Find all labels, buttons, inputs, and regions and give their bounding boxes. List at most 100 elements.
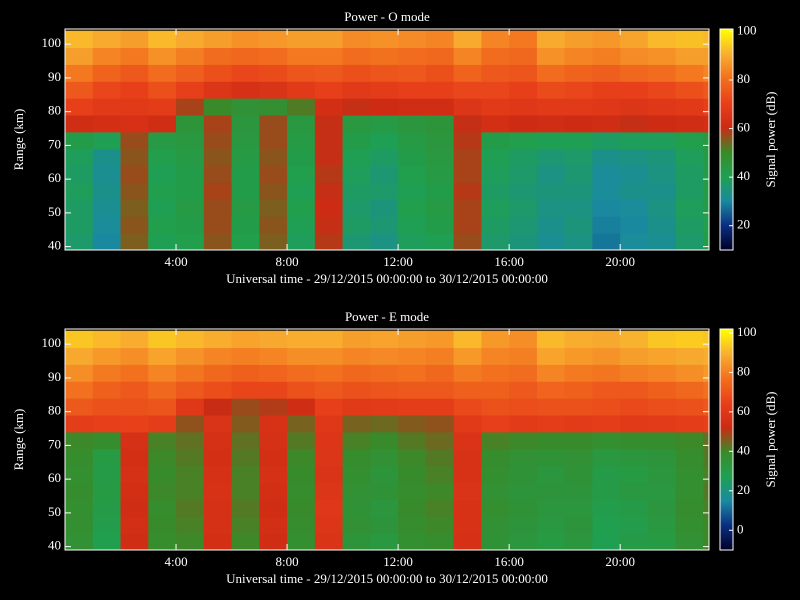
heatmap-cell [647,64,677,82]
heatmap-cell [287,148,316,167]
heatmap-cell [287,499,316,517]
heatmap-cell [120,465,149,484]
heatmap-cell [509,330,538,349]
heatmap-cell [65,330,94,349]
heatmap-cell [92,347,122,365]
heatmap-cell [453,98,482,116]
heatmap-cell [425,431,455,450]
heatmap-cell [148,381,177,399]
heatmap-cell [176,115,205,133]
heatmap-cell [425,347,455,365]
colorbar [720,329,733,550]
heatmap-cell [342,64,371,82]
heatmap-cell [703,30,709,49]
heatmap-cell [287,182,316,200]
heatmap-cell [120,30,149,49]
heatmap-cell [231,381,260,399]
heatmap-cell [564,30,593,49]
heatmap-cell [120,431,149,450]
heatmap-cell [453,330,482,349]
heatmap-cell [453,465,482,484]
heatmap-cell [481,448,510,467]
heatmap-cell [259,131,288,150]
heatmap-cell [342,81,371,99]
heatmap-cell [120,199,149,217]
heatmap-cell [703,115,709,133]
heatmap-cell [203,499,233,517]
heatmap-cell [65,30,94,49]
heatmap-cell [314,233,344,250]
heatmap-cell [65,182,94,200]
heatmap-cell [592,381,621,399]
heatmap-cell [592,64,621,82]
heatmap-cell [509,165,538,184]
heatmap-cell [481,148,510,167]
heatmap-cell [675,115,704,133]
heatmap-cell [647,364,677,382]
heatmap-cell [314,448,344,467]
heatmap-cell [92,381,122,399]
heatmap-cell [148,499,177,517]
heatmap-cell [647,233,677,250]
heatmap-cell [564,330,593,349]
heatmap-cell [65,398,94,416]
heatmap-cell [259,516,288,534]
y-tick-label: 70 [48,136,61,151]
heatmap-cell [509,148,538,167]
heatmap-cell [231,482,260,500]
heatmap-cell [65,81,94,99]
heatmap-cell [453,533,482,550]
heatmap-cell [231,199,260,217]
heatmap-cell [92,415,122,433]
heatmap-cell [65,465,94,484]
heatmap-cell [620,233,649,250]
heatmap-cell [536,30,566,49]
heatmap-cell [370,499,399,517]
x-tick-label: 16:00 [494,554,524,569]
heatmap-cell [342,431,371,450]
heatmap-cell [509,482,538,500]
heatmap-cell [314,199,344,217]
heatmap-cell [370,381,399,399]
heatmap-cell [647,398,677,416]
heatmap-cell [370,398,399,416]
heatmap-cell [342,98,371,116]
heatmap-cell [647,381,677,399]
heatmap-cell [120,330,149,349]
y-tick-label: 90 [48,69,61,84]
heatmap-cell [92,516,122,534]
heatmap-cell [65,381,94,399]
heatmap-cell [398,64,427,82]
heatmap-cell [398,364,427,382]
heatmap-cell [370,98,399,116]
heatmap-cell [536,216,566,234]
heatmap-cell [425,115,455,133]
heatmap-cell [453,381,482,399]
heatmap-cell [425,499,455,517]
heatmap-cell [536,64,566,82]
plot-frame [64,28,710,251]
heatmap-cell [703,148,709,167]
heatmap-cell [564,131,593,150]
heatmap-cell [703,448,709,467]
heatmap-cell [398,199,427,217]
heatmap-cell [287,364,316,382]
heatmap-cell [398,398,427,416]
heatmap-cell [425,330,455,349]
heatmap-cell [176,533,205,550]
heatmap-cell [564,482,593,500]
heatmap-cell [620,533,649,550]
colorbar-tick-label: 100 [737,324,757,339]
colorbar-frame [719,328,734,551]
heatmap-cell [203,364,233,382]
heatmap-cell [65,47,94,65]
heatmap-cell [92,216,122,234]
heatmap-cell [370,431,399,450]
heatmap-cell [453,448,482,467]
heatmap-cell [703,482,709,500]
heatmap-cell [203,347,233,365]
heatmap-cell [342,330,371,349]
heatmap-cell [176,347,205,365]
heatmap-cell [620,148,649,167]
x-axis-label: Universal time - 29/12/2015 00:00:00 to … [226,571,548,586]
